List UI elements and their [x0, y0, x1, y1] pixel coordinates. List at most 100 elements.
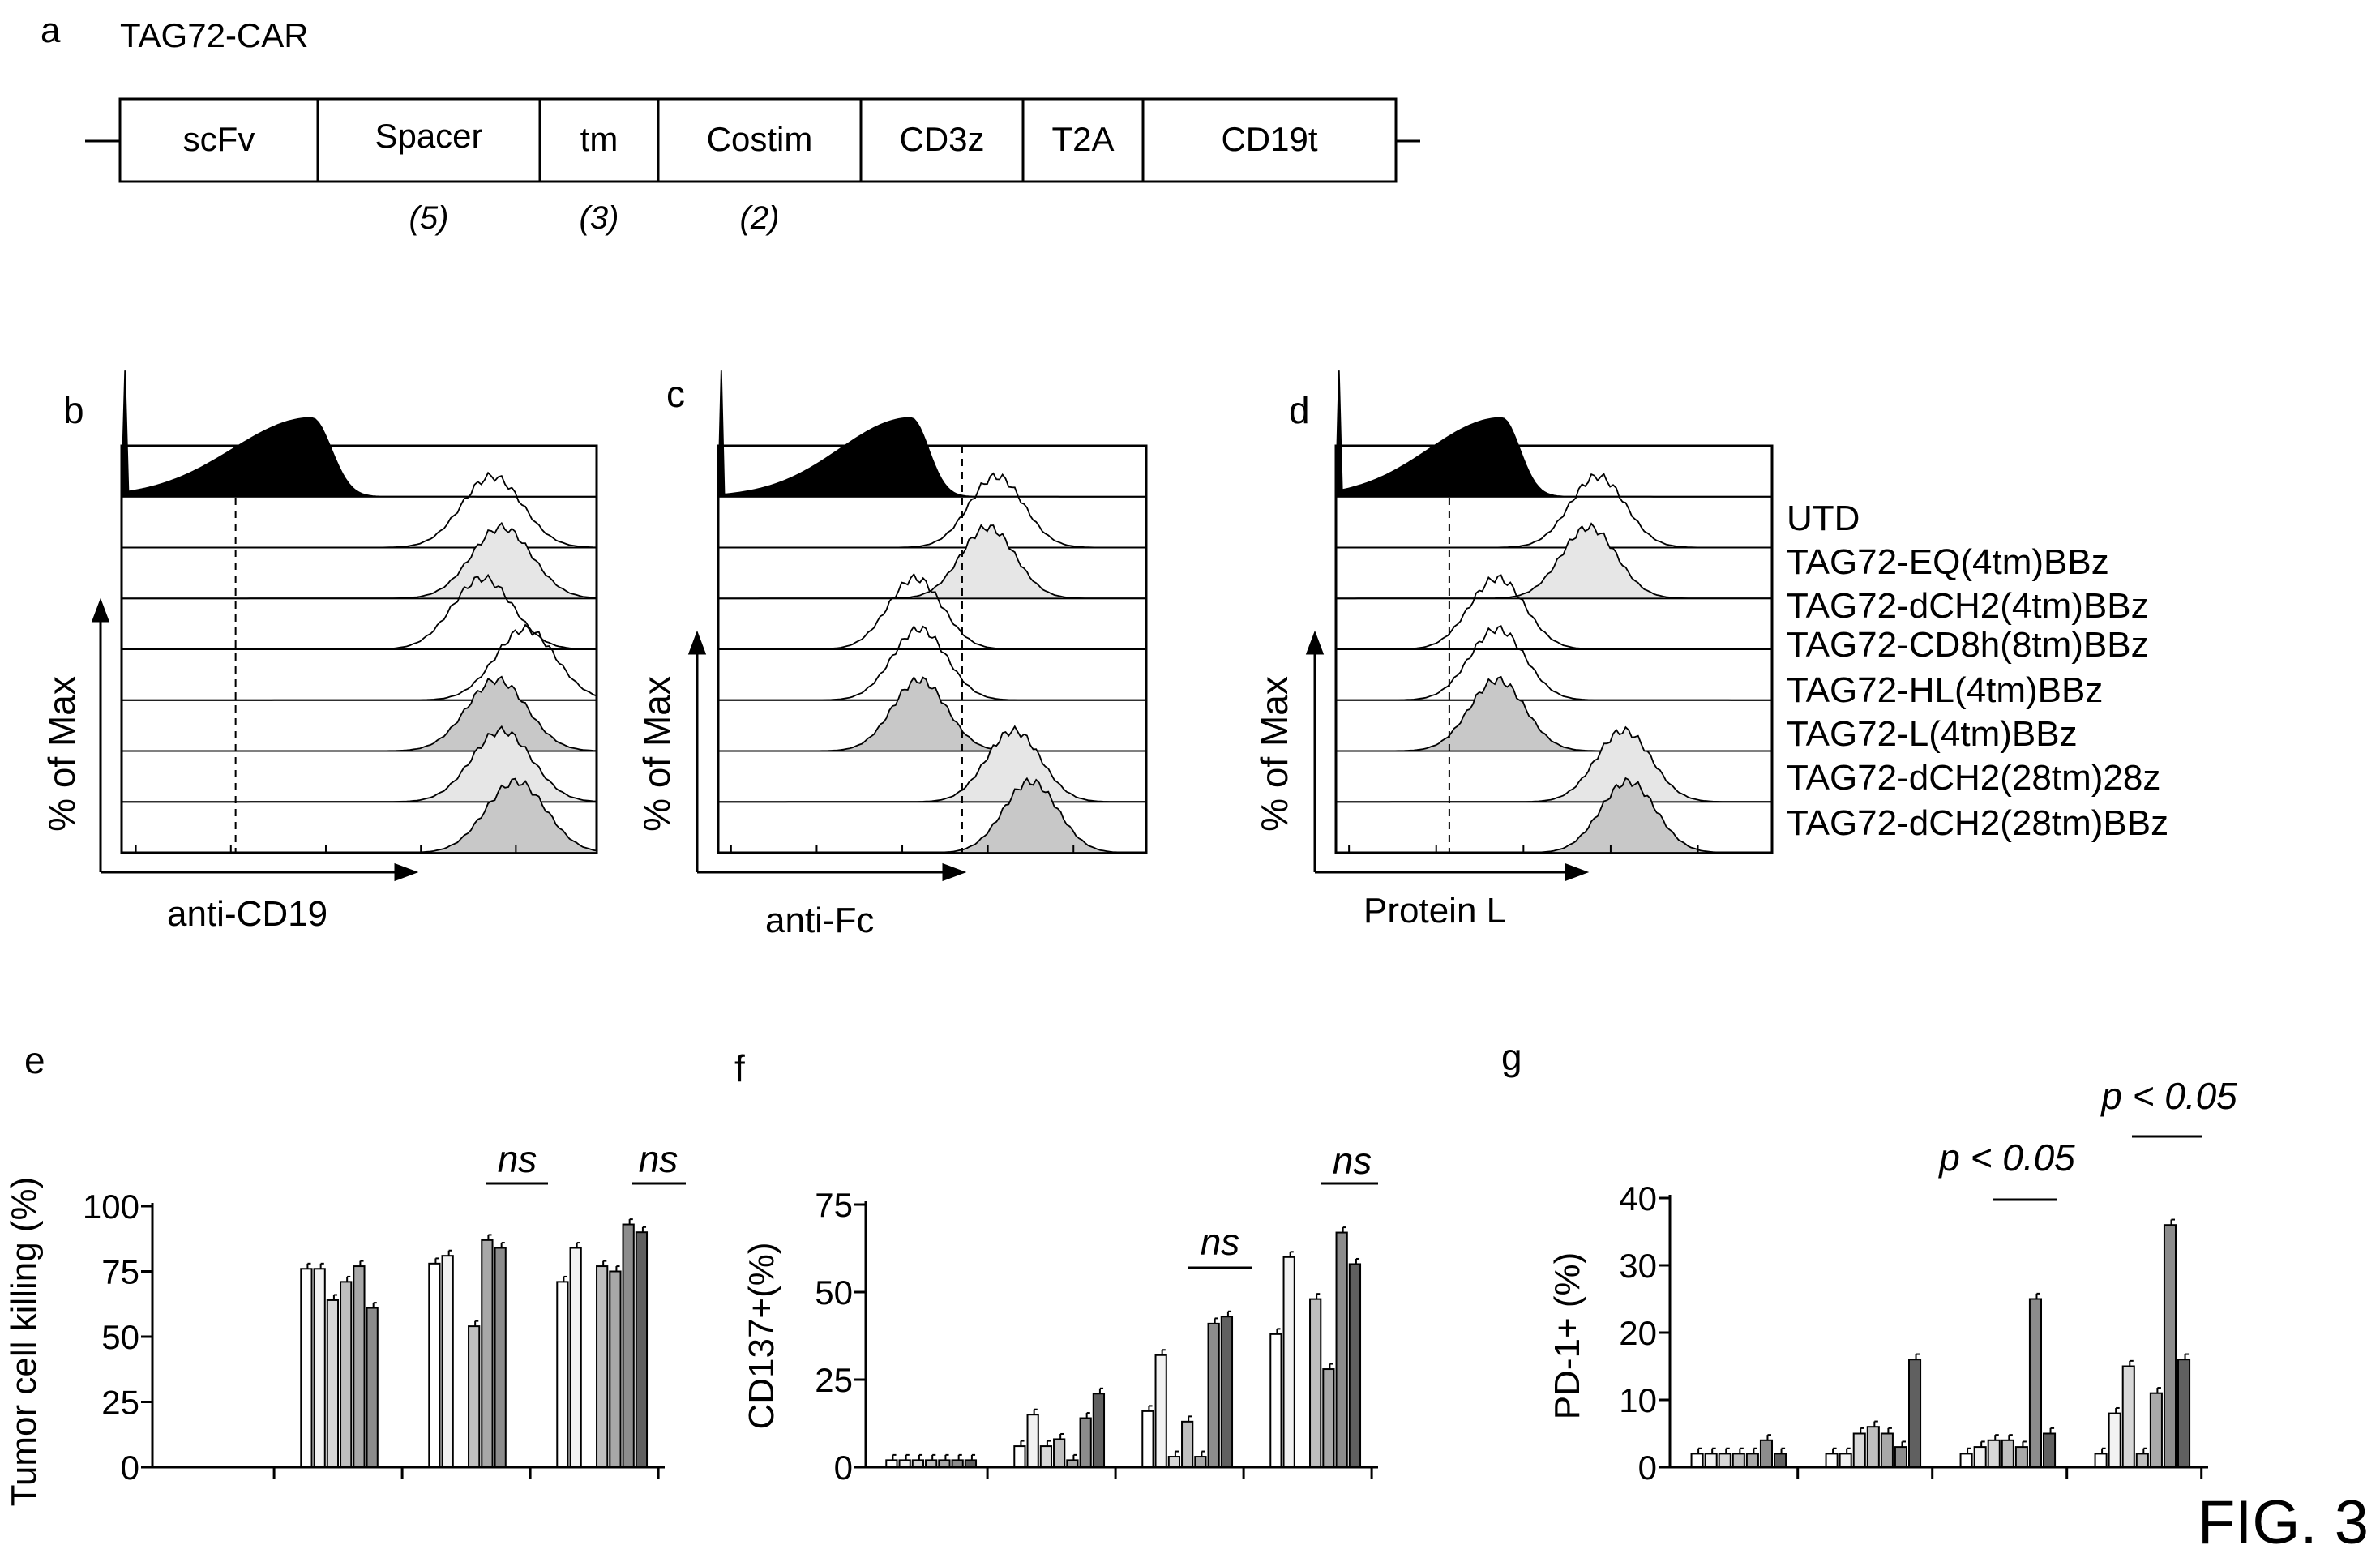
y-tick-label: 40 — [1619, 1179, 1657, 1218]
histogram-b-3 — [122, 573, 597, 650]
bar — [885, 1459, 898, 1468]
bar — [1894, 1446, 1908, 1468]
bar — [1013, 1445, 1026, 1468]
histogram-d-5 — [1336, 675, 1772, 752]
count-tm: (3) — [580, 200, 619, 236]
flow-panel-c — [717, 370, 1148, 854]
bar — [2177, 1359, 2191, 1468]
bar — [1154, 1354, 1167, 1469]
flow-axes — [91, 597, 1590, 882]
bar — [2149, 1392, 2163, 1468]
histogram-b-5 — [122, 675, 597, 752]
panel-letter-d: d — [1289, 389, 1310, 431]
bar — [1181, 1420, 1194, 1468]
bar — [1335, 1231, 1348, 1469]
bar — [1759, 1439, 1774, 1469]
bar — [1959, 1453, 1973, 1469]
y-tick-label: 25 — [815, 1361, 853, 1399]
bar — [428, 1262, 441, 1468]
flow-ylabel-b: % of Max — [41, 676, 83, 832]
histogram-d-6 — [1335, 725, 1773, 803]
histogram-c-7 — [718, 777, 1146, 854]
bar — [1852, 1432, 1866, 1468]
y-tick-label: 75 — [815, 1186, 853, 1224]
segment-scfv: scFv — [183, 120, 255, 158]
count-spacer: (5) — [409, 200, 449, 236]
bar — [1039, 1445, 1053, 1468]
bar — [1973, 1446, 1987, 1468]
bar — [1066, 1459, 1079, 1468]
y-axis-label: CD137+(%) — [742, 1242, 781, 1429]
y-tick-label: 50 — [101, 1318, 139, 1356]
bar — [622, 1223, 635, 1469]
bar — [366, 1307, 379, 1468]
bar — [300, 1268, 313, 1469]
bar — [1839, 1453, 1852, 1469]
significance-label: ns — [1333, 1140, 1372, 1182]
bar — [1880, 1432, 1894, 1468]
histogram-b-7 — [122, 777, 597, 854]
histogram-d-3 — [1336, 574, 1772, 650]
histogram-d-0 — [1335, 370, 1773, 498]
bar — [1026, 1414, 1039, 1468]
bar — [925, 1459, 938, 1468]
bar — [596, 1265, 609, 1469]
bar — [938, 1459, 951, 1468]
bar — [1348, 1263, 1362, 1468]
bar — [569, 1247, 582, 1469]
histogram-b-2 — [121, 521, 597, 600]
histogram-c-3 — [718, 572, 1146, 650]
significance-label: p < 0.05 — [1937, 1136, 2075, 1179]
bar — [1282, 1256, 1295, 1469]
bar — [2043, 1432, 2057, 1468]
bar — [313, 1268, 326, 1469]
segment-cd19t: CD19t — [1221, 120, 1317, 158]
segment-tm: tm — [580, 120, 619, 158]
flow-xlabel-d: Protein L — [1363, 891, 1506, 931]
histogram-b-0 — [121, 370, 597, 498]
flow-legend: UTDTAG72-EQ(4tm)BBzTAG72-dCH2(4tm)BBzTAG… — [1787, 499, 2168, 843]
y-tick-label: 75 — [101, 1253, 139, 1291]
bar-chart-f: 0 25 50 75 CD137+(%) ns ns — [742, 1140, 1378, 1487]
histogram-c-4 — [717, 625, 1147, 701]
bar — [951, 1459, 964, 1468]
bar — [911, 1459, 925, 1468]
panel-letter-e: e — [24, 1039, 45, 1081]
flow-ylabel-d: % of Max — [1253, 676, 1295, 832]
bar — [2028, 1298, 2043, 1468]
bar — [1092, 1393, 1106, 1469]
panel-letter-a: a — [41, 11, 61, 50]
flow-panel-b — [120, 370, 598, 854]
bar — [353, 1265, 366, 1469]
count-costim: (2) — [740, 200, 780, 236]
bar — [1690, 1453, 1704, 1469]
panel-letter-g: g — [1501, 1036, 1522, 1078]
flow-xlabel-c: anti-Fc — [765, 901, 874, 940]
y-tick-label: 20 — [1619, 1314, 1657, 1352]
bar — [2121, 1365, 2135, 1468]
bar — [1269, 1333, 1282, 1468]
histogram-d-7 — [1336, 777, 1772, 854]
bar — [326, 1299, 340, 1469]
bar — [441, 1255, 454, 1469]
histogram-c-1 — [718, 472, 1146, 549]
legend-entry: TAG72-EQ(4tm)BBz — [1787, 542, 2109, 582]
bar — [1079, 1417, 1092, 1469]
significance-label: ns — [639, 1138, 678, 1180]
y-tick-label: 0 — [834, 1449, 853, 1487]
y-tick-label: 0 — [1638, 1449, 1657, 1487]
histogram-c-2 — [717, 524, 1147, 600]
bar — [1718, 1453, 1731, 1469]
histogram-d-2 — [1335, 522, 1773, 600]
segment-t2a: T2A — [1051, 120, 1114, 158]
panel-letter-c: c — [666, 373, 685, 415]
y-tick-label: 30 — [1619, 1247, 1657, 1285]
bar — [1207, 1322, 1220, 1468]
bar — [2014, 1446, 2028, 1468]
legend-entry: TAG72-dCH2(28tm)BBz — [1787, 803, 2168, 843]
bar — [2163, 1224, 2177, 1468]
bar — [1141, 1410, 1154, 1469]
y-tick-label: 50 — [815, 1273, 853, 1312]
legend-entry: TAG72-dCH2(28tm)28z — [1787, 758, 2160, 798]
bar — [1745, 1453, 1759, 1469]
